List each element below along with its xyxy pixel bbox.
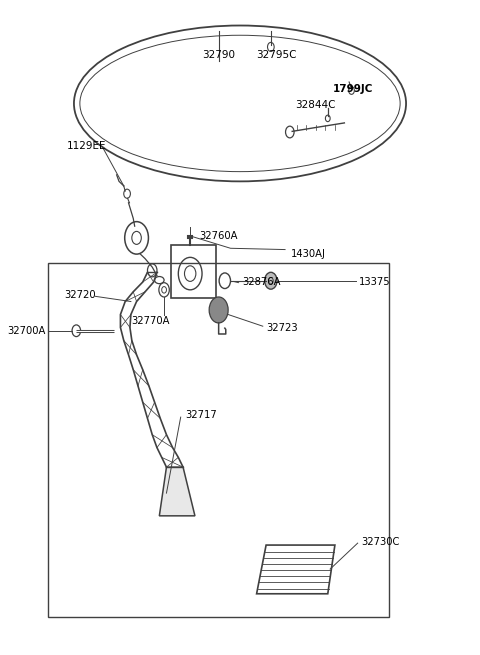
- Bar: [48, 263, 389, 616]
- Text: 32723: 32723: [266, 323, 298, 333]
- Text: 13375: 13375: [359, 277, 390, 288]
- Text: 32795C: 32795C: [257, 50, 297, 60]
- Circle shape: [264, 272, 277, 290]
- Text: 32717: 32717: [185, 411, 217, 421]
- Circle shape: [209, 297, 228, 323]
- Text: 1799JC: 1799JC: [333, 84, 373, 94]
- Text: 32876A: 32876A: [242, 277, 281, 288]
- Text: 32790: 32790: [202, 50, 235, 60]
- Text: 32730C: 32730C: [361, 537, 399, 547]
- Text: 32844C: 32844C: [296, 100, 336, 110]
- Text: 1129EE: 1129EE: [67, 141, 107, 151]
- Text: 32700A: 32700A: [8, 326, 46, 336]
- Text: 32770A: 32770A: [131, 316, 169, 326]
- Text: 1430AJ: 1430AJ: [291, 250, 326, 259]
- Text: 32720: 32720: [64, 290, 96, 300]
- Polygon shape: [159, 467, 195, 516]
- Bar: [171, 245, 216, 298]
- Text: 32760A: 32760A: [200, 231, 238, 241]
